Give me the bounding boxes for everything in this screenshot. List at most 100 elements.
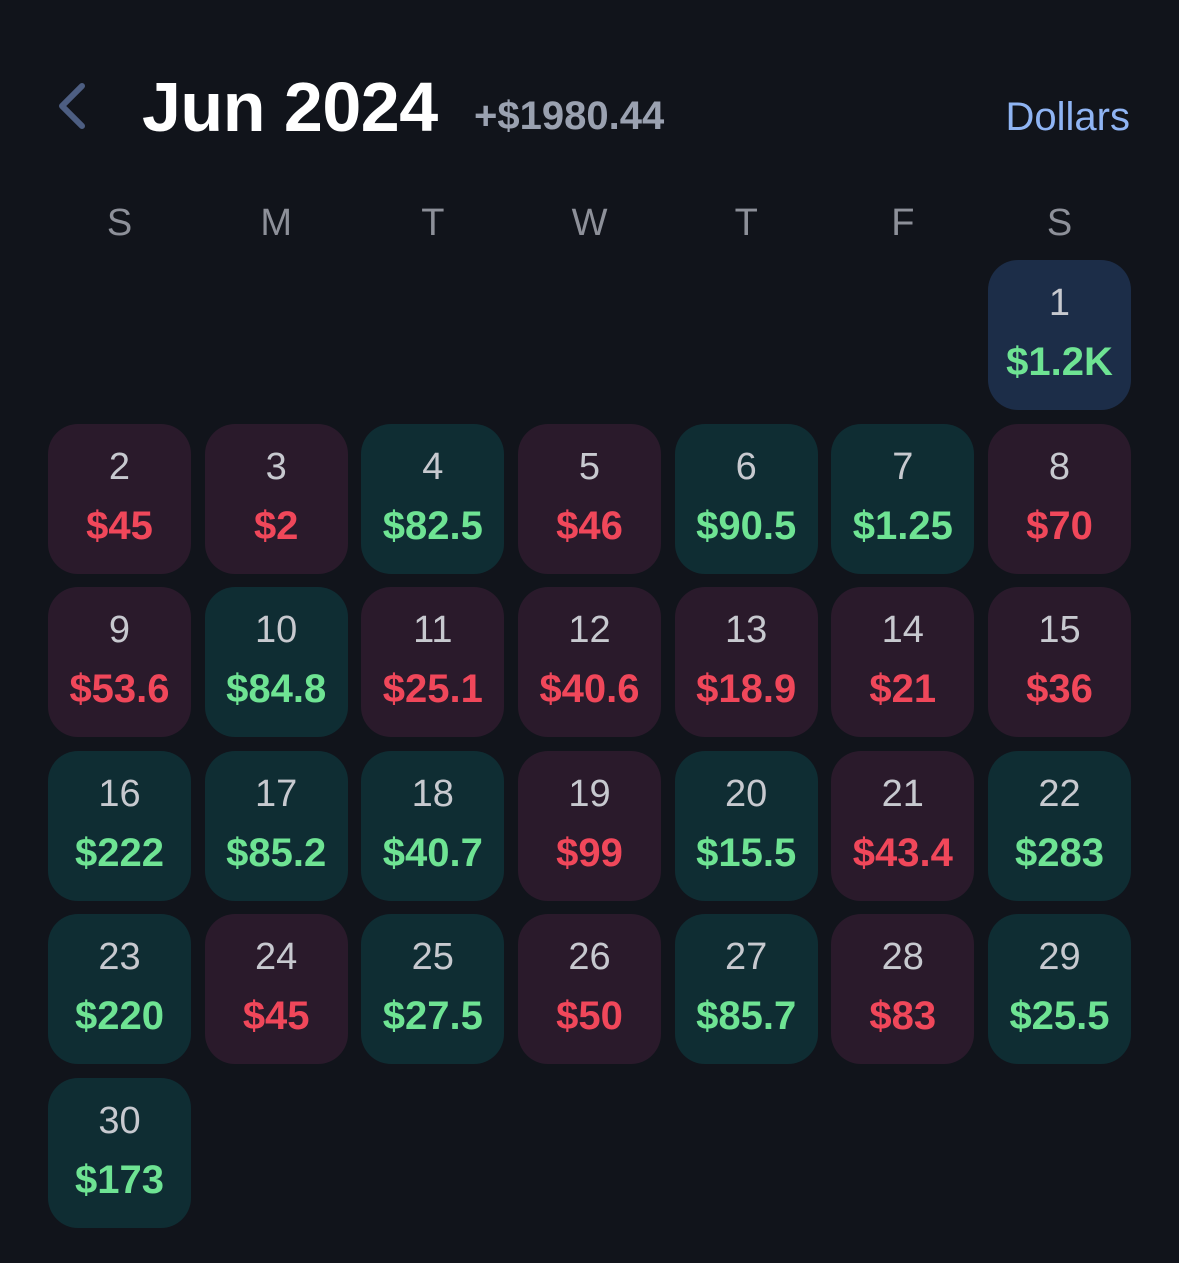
day-cell-10[interactable]: 10 $84.8: [204, 587, 348, 737]
day-number: 21: [881, 772, 924, 815]
day-cell-19[interactable]: 19 $99: [518, 750, 661, 901]
day-cell-4[interactable]: 4 $82.5: [361, 423, 505, 574]
weekday-monday: M: [260, 202, 293, 244]
day-pnl-value: $40.6: [539, 667, 640, 711]
day-number: 4: [422, 445, 444, 488]
day-number: 26: [568, 936, 611, 978]
day-pnl-value: $21: [869, 667, 937, 711]
day-cell-3[interactable]: 3 $2: [204, 423, 348, 574]
day-pnl-value: $90.5: [696, 503, 797, 548]
day-pnl-value: $40.7: [382, 830, 483, 875]
weekday-friday: F: [891, 202, 915, 244]
weekday-thursday: T: [734, 202, 758, 244]
day-pnl-value: $220: [75, 994, 164, 1038]
day-cell-16[interactable]: 16 $222: [48, 750, 191, 901]
day-number: 12: [568, 609, 611, 651]
day-cell-21[interactable]: 21 $43.4: [831, 750, 975, 901]
day-pnl-value: $70: [1026, 503, 1093, 548]
day-pnl-value: $18.9: [696, 667, 797, 711]
day-cell-1[interactable]: 1 $1.2K: [988, 260, 1131, 410]
day-cell-17[interactable]: 17 $85.2: [204, 750, 348, 901]
day-number: 14: [881, 609, 924, 651]
day-pnl-value: $15.5: [696, 830, 797, 875]
day-pnl-value: $46: [556, 503, 623, 548]
month-title: Jun 2024: [142, 68, 438, 146]
day-pnl-value: $283: [1015, 830, 1104, 875]
day-number: 23: [98, 936, 141, 978]
day-cell-30[interactable]: 30 $173: [48, 1077, 191, 1228]
day-cell-26[interactable]: 26 $50: [518, 914, 661, 1064]
day-pnl-value: $43.4: [852, 830, 953, 875]
day-number: 9: [108, 609, 131, 651]
calendar-header: Jun 2024 +$1980.44 Dollars: [0, 0, 1179, 200]
weekday-header-row: S M T W T F S: [48, 200, 1131, 246]
day-number: 10: [255, 609, 298, 651]
day-cell-23[interactable]: 23 $220: [48, 914, 191, 1064]
day-pnl-value: $25.1: [382, 667, 483, 711]
day-cell-13[interactable]: 13 $18.9: [674, 587, 818, 737]
day-cell-8[interactable]: 8 $70: [988, 423, 1131, 574]
unit-toggle-button[interactable]: Dollars: [1005, 95, 1130, 139]
day-cell-15[interactable]: 15 $36: [988, 587, 1131, 737]
day-number: 19: [568, 772, 611, 815]
day-pnl-value: $45: [86, 503, 153, 548]
day-number: 6: [735, 445, 757, 488]
day-number: 30: [98, 1099, 141, 1142]
day-number: 25: [411, 936, 454, 978]
weekday-tuesday: T: [421, 202, 445, 244]
day-number: 7: [892, 445, 914, 488]
day-cell-27[interactable]: 27 $85.7: [674, 914, 818, 1064]
chevron-left-icon: [59, 83, 85, 129]
day-cell-25[interactable]: 25 $27.5: [361, 914, 505, 1064]
month-total: +$1980.44: [474, 94, 665, 138]
day-number: 27: [725, 936, 768, 978]
day-cell-5[interactable]: 5 $46: [518, 423, 661, 574]
day-cell-6[interactable]: 6 $90.5: [674, 423, 818, 574]
day-cell-7[interactable]: 7 $1.25: [831, 423, 975, 574]
day-number: 16: [98, 772, 141, 815]
day-pnl-value: $222: [75, 830, 164, 875]
day-cell-22[interactable]: 22 $283: [988, 750, 1131, 901]
day-number: 3: [265, 445, 287, 488]
day-cell-18[interactable]: 18 $40.7: [361, 750, 505, 901]
day-number: 15: [1038, 609, 1081, 651]
day-number: 1: [1048, 282, 1071, 324]
day-pnl-value: $2: [253, 503, 299, 548]
day-number: 8: [1048, 445, 1071, 488]
day-pnl-value: $50: [556, 994, 623, 1038]
day-cell-11[interactable]: 11 $25.1: [361, 587, 505, 737]
day-number: 29: [1038, 936, 1081, 978]
day-pnl-value: $82.5: [382, 503, 483, 548]
day-cell-28[interactable]: 28 $83: [831, 914, 975, 1064]
day-cell-29[interactable]: 29 $25.5: [988, 914, 1131, 1064]
day-number: 17: [255, 772, 298, 815]
day-number: 13: [725, 609, 768, 651]
day-pnl-value: $53.6: [69, 667, 170, 711]
day-pnl-value: $1.2K: [1006, 340, 1113, 384]
day-number: 11: [413, 609, 453, 651]
day-cell-9[interactable]: 9 $53.6: [48, 587, 191, 737]
day-cell-24[interactable]: 24 $45: [204, 914, 348, 1064]
day-number: 24: [255, 936, 298, 978]
weekday-sunday: S: [106, 202, 133, 244]
day-cell-12[interactable]: 12 $40.6: [518, 587, 661, 737]
day-pnl-value: $1.25: [852, 503, 953, 548]
day-number: 5: [578, 445, 601, 488]
day-pnl-value: $83: [869, 994, 937, 1038]
day-cell-20[interactable]: 20 $15.5: [674, 750, 818, 901]
day-cell-14[interactable]: 14 $21: [831, 587, 975, 737]
day-pnl-value: $36: [1026, 667, 1093, 711]
day-pnl-value: $85.7: [696, 994, 797, 1038]
day-cell-2[interactable]: 2 $45: [48, 423, 191, 574]
day-pnl-value: $27.5: [382, 994, 483, 1038]
day-number: 22: [1038, 772, 1081, 815]
day-pnl-value: $25.5: [1009, 994, 1110, 1038]
day-number: 2: [108, 445, 131, 488]
day-pnl-value: $173: [75, 1157, 164, 1202]
day-pnl-value: $85.2: [226, 830, 327, 875]
day-pnl-value: $45: [242, 994, 310, 1038]
previous-month-button[interactable]: [48, 76, 100, 136]
day-pnl-value: $84.8: [226, 667, 327, 711]
weekday-saturday: S: [1046, 202, 1073, 244]
